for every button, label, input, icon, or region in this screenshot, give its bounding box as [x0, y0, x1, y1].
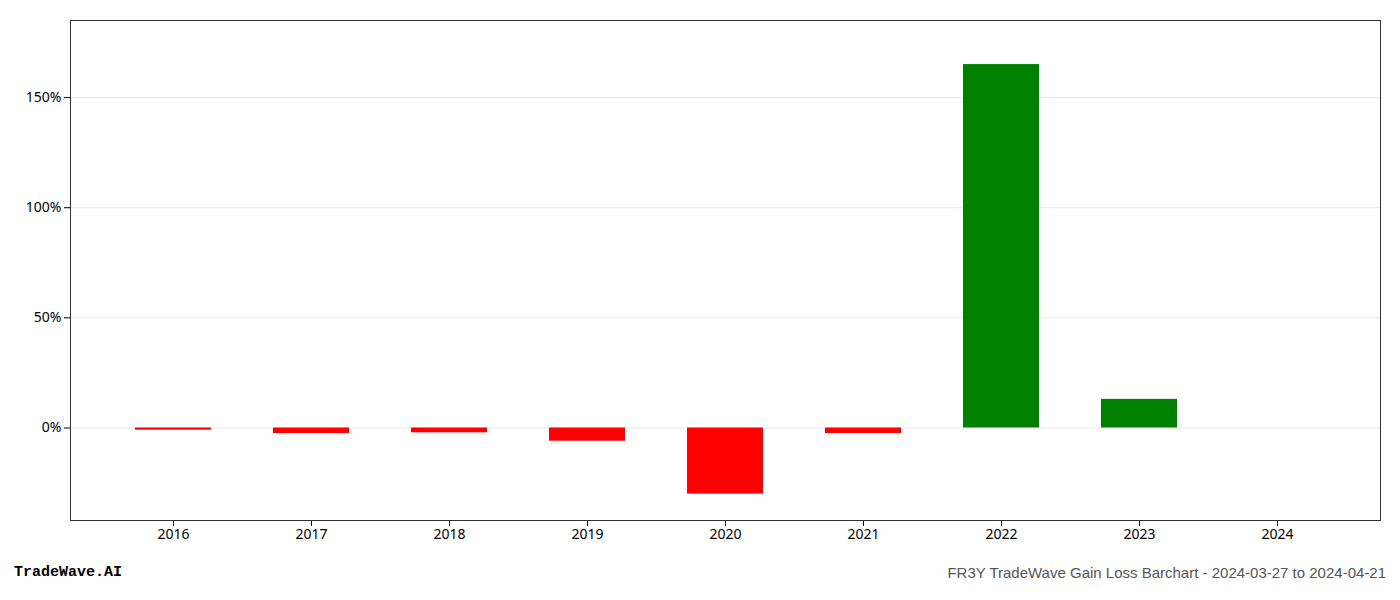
svg-text:2023: 2023 — [1123, 524, 1155, 543]
svg-text:2019: 2019 — [571, 524, 603, 543]
svg-text:100%: 100% — [26, 197, 62, 216]
svg-text:0%: 0% — [42, 417, 62, 436]
svg-text:2020: 2020 — [709, 524, 741, 543]
html-text:TradeWave.AI: TradeWave.AI — [14, 564, 122, 581]
svg-text:2022: 2022 — [985, 524, 1017, 543]
svg-text:150%: 150% — [26, 87, 62, 106]
svg-text:2017: 2017 — [295, 524, 327, 543]
svg-text:2021: 2021 — [847, 524, 879, 543]
svg-text:2024: 2024 — [1261, 524, 1293, 543]
svg-text:2016: 2016 — [157, 524, 189, 543]
html-text:FR3Y TradeWave Gain Loss Barch: FR3Y TradeWave Gain Loss Barchart - 2024… — [947, 564, 1386, 581]
svg-text:2018: 2018 — [433, 524, 465, 543]
svg-text:50%: 50% — [34, 307, 62, 326]
